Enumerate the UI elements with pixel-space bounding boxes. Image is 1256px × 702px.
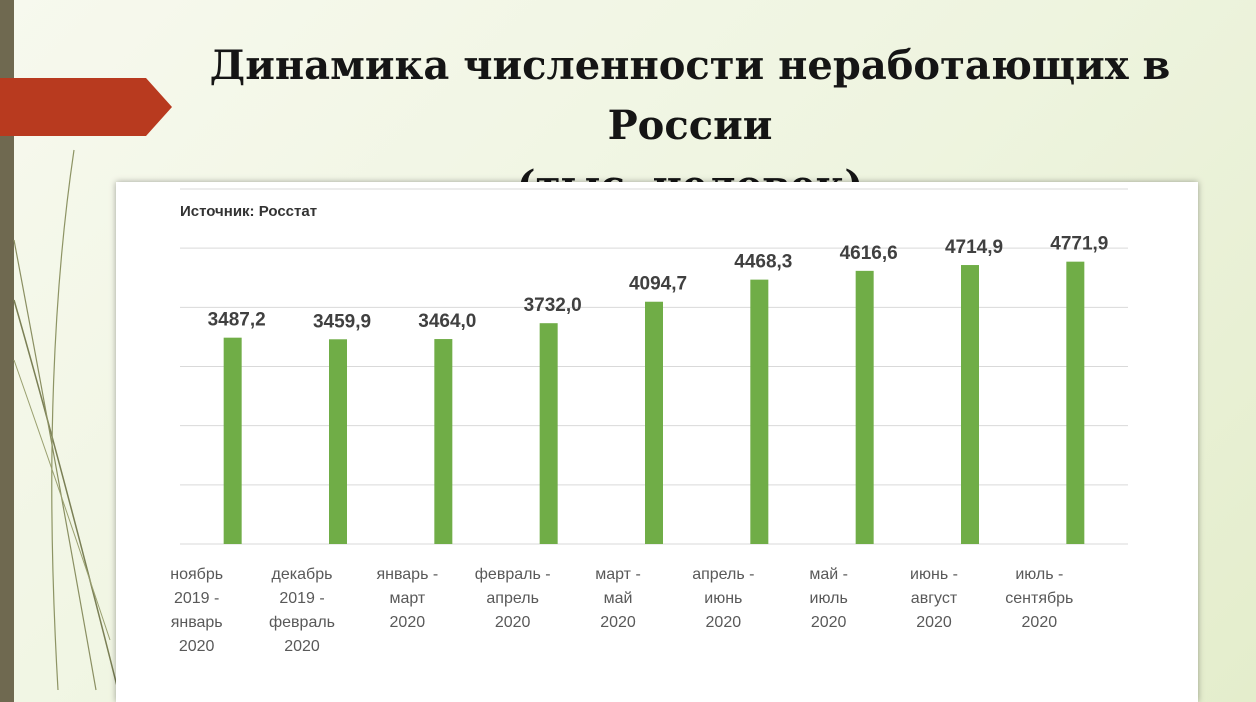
category-tick-label: 2020: [495, 614, 531, 631]
bar: [434, 339, 453, 544]
category-tick-label: 2020: [706, 614, 742, 631]
category-tick-label: 2019 -: [279, 590, 324, 607]
data-label: 3487,2: [208, 310, 266, 331]
category-tick-label: сентябрь: [1005, 590, 1073, 607]
bar: [539, 323, 558, 544]
slide-title-line-1: Динамика численности неработающих в Росс…: [209, 42, 1171, 149]
data-label: 3459,9: [313, 311, 371, 332]
category-tick-label: 2020: [916, 614, 952, 631]
category-tick-label: май -: [809, 566, 848, 583]
category-tick-label: 2020: [600, 614, 636, 631]
category-tick-label: апрель -: [692, 566, 754, 583]
category-tick-label: февраль -: [475, 566, 551, 583]
data-label: 3732,0: [524, 295, 582, 316]
category-tick-label: март: [389, 590, 425, 607]
data-label: 4094,7: [629, 274, 687, 295]
data-label: 4468,3: [734, 252, 792, 273]
category-tick-label: январь: [171, 614, 223, 631]
category-tick-label: август: [911, 590, 958, 607]
category-tick-label: 2020: [390, 614, 426, 631]
decorative-strokes: [13, 149, 119, 691]
category-tick-label: 2020: [811, 614, 847, 631]
category-tick-label: 2020: [179, 638, 215, 655]
bar: [750, 279, 769, 544]
category-tick-label: ноябрь: [170, 566, 223, 583]
arrow-tab-decoration: [0, 78, 172, 136]
category-tick-label: февраль: [269, 614, 335, 631]
data-label: 3464,0: [418, 311, 476, 332]
data-label: 4771,9: [1050, 234, 1108, 255]
chart-card: Источник: Росстат 3487,2 ноябрь 2019 - январ…: [116, 182, 1198, 702]
bar: [223, 337, 242, 544]
category-tick-label: 2019 -: [174, 590, 219, 607]
category-tick-label: апрель: [486, 590, 538, 607]
bar: [961, 265, 979, 544]
category-tick-label: март -: [595, 566, 641, 583]
category-tick-label: 2020: [284, 638, 320, 655]
bar: [645, 301, 663, 544]
data-label: 4714,9: [945, 237, 1003, 258]
bar: [1066, 261, 1085, 544]
bar: [329, 339, 347, 544]
category-tick-label: январь -: [376, 566, 438, 583]
left-accent-bar: [0, 0, 14, 702]
category-tick-label: июнь: [704, 590, 742, 607]
chart-subtitle: Источник: Росстат: [180, 203, 317, 220]
category-tick-label: май: [604, 590, 633, 607]
data-label: 4616,6: [840, 243, 898, 264]
category-tick-label: июль: [810, 590, 848, 607]
category-tick-label: 2020: [1022, 614, 1058, 631]
bar-chart: Источник: Росстат 3487,2 ноябрь 2019 - январ…: [170, 188, 1128, 655]
category-tick-label: июнь -: [910, 566, 958, 583]
category-tick-label: июль -: [1015, 566, 1063, 583]
bar: [855, 270, 874, 544]
category-tick-label: декабрь: [272, 566, 333, 583]
